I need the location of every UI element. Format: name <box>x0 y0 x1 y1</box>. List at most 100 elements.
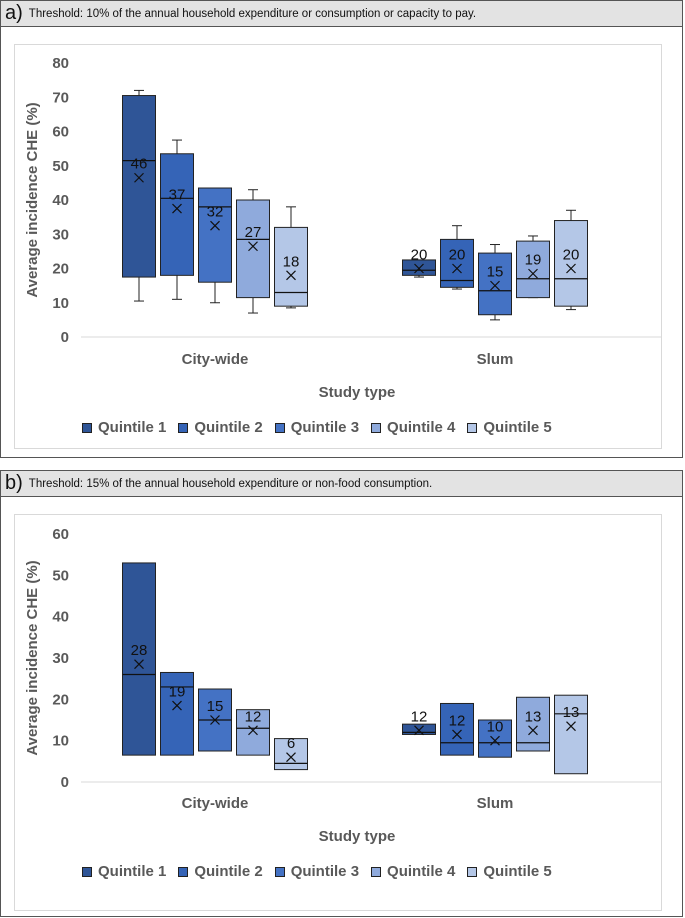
legend-label: Quintile 2 <box>194 419 263 436</box>
panel-a-data-label: 15 <box>487 264 504 281</box>
panel-a-mean-marker <box>210 220 220 231</box>
panel-b-box-quintile-4 <box>516 696 550 752</box>
panel-a-x-category-label: Slum <box>477 351 514 368</box>
panel-b: b) Threshold: 15% of the annual househol… <box>0 470 683 917</box>
panel-b-mean-marker <box>286 752 296 763</box>
panel-a-box-quintile-1 <box>122 95 156 278</box>
panel-b-data-label: 12 <box>449 712 466 729</box>
legend-label: Quintile 3 <box>290 419 360 436</box>
panel-a-header: a) Threshold: 10% of the annual househol… <box>1 1 682 27</box>
legend-item: Quintile 4 <box>371 419 455 436</box>
panel-b-x-category-label: Slum <box>477 795 514 812</box>
panel-a-mean-marker <box>452 263 462 274</box>
panel-b-box-quintile-1 <box>122 562 156 756</box>
panel-b-data-label: 12 <box>245 708 262 725</box>
panel-b-data-label: 13 <box>525 708 542 725</box>
panel-b-mean-marker <box>172 700 182 711</box>
legend-label: Quintile 3 <box>290 863 360 880</box>
panel-a-box-quintile-3 <box>478 252 512 316</box>
panel-a-box-quintile-4 <box>236 199 270 299</box>
panel-b-y-tick-label: 0 <box>61 774 69 791</box>
panel-b-data-label: 12 <box>411 708 428 725</box>
panel-a-x-axis-title: Study type <box>319 384 396 401</box>
legend-item: Quintile 1 <box>82 863 166 880</box>
legend-swatch <box>467 866 478 877</box>
panel-a-data-label: 18 <box>283 253 300 270</box>
panel-a-letter: a) <box>5 2 23 24</box>
legend-item: Quintile 5 <box>467 863 552 880</box>
panel-b-y-tick-label: 30 <box>52 650 69 667</box>
panel-a-data-label: 37 <box>169 187 186 204</box>
legend-label: Quintile 4 <box>387 419 456 436</box>
panel-a-title: Threshold: 10% of the annual household e… <box>28 7 477 20</box>
panel-b-box-quintile-2 <box>440 702 474 756</box>
panel-b-mean-marker <box>566 721 576 732</box>
panel-a-y-tick-label: 50 <box>52 158 69 175</box>
panel-a-data-label: 20 <box>449 247 466 264</box>
legend-label: Quintile 1 <box>98 419 167 436</box>
panel-a-data-label: 20 <box>411 247 428 264</box>
legend-swatch <box>178 866 189 877</box>
panel-b-y-tick-label: 60 <box>52 526 69 543</box>
panel-b-box-quintile-2 <box>160 671 194 756</box>
panel-b-box-quintile-5 <box>554 694 588 775</box>
legend-label: Quintile 4 <box>387 863 456 880</box>
panel-a-y-tick-label: 60 <box>52 124 69 141</box>
panel-b-title: Threshold: 15% of the annual household e… <box>28 477 433 490</box>
panel-b-y-axis-title: Average incidence CHE (%) <box>24 560 41 755</box>
legend-swatch <box>178 422 189 433</box>
panel-a-y-tick-label: 10 <box>52 295 69 312</box>
panel-b-mean-marker <box>490 735 500 746</box>
panel-b-mean-marker <box>248 725 258 736</box>
panel-b-mean-marker <box>134 659 144 670</box>
panel-b-box-quintile-3 <box>478 719 512 758</box>
panel-a-y-tick-label: 70 <box>52 89 69 106</box>
panel-b-y-tick-label: 40 <box>52 609 69 626</box>
panel-a-data-label: 20 <box>563 247 580 264</box>
panel-b-y-tick-label: 50 <box>52 567 69 584</box>
panel-a-y-tick-label: 30 <box>52 226 69 243</box>
panel-a-mean-marker <box>566 263 576 274</box>
panel-a-y-tick-label: 80 <box>52 55 69 72</box>
panel-a-chart: 0 10 20 30 40 50 60 70 80 Average incidence CHE (… <box>24 55 661 401</box>
panel-a-data-label: 27 <box>245 224 262 241</box>
panel-a-box-quintile-1 <box>402 259 436 276</box>
panel-b-data-label: 13 <box>563 704 580 721</box>
panel-b-mean-marker <box>210 715 220 725</box>
legend-item: Quintile 1 <box>82 419 166 436</box>
panel-a-data-label: 32 <box>207 204 224 221</box>
panel-a-mean-marker <box>248 241 258 252</box>
legend-label: Quintile 2 <box>194 863 263 880</box>
legend-swatch <box>82 866 92 877</box>
panel-a-y-tick-label: 20 <box>52 261 69 278</box>
panel-b-y-tick-label: 20 <box>52 691 69 708</box>
legend-item: Quintile 2 <box>178 863 263 880</box>
panel-b-data-label: 15 <box>207 698 224 715</box>
panel-b-header: b) Threshold: 15% of the annual househol… <box>1 471 682 497</box>
legend-item: Quintile 4 <box>371 863 455 880</box>
legend-swatch <box>274 866 285 877</box>
panel-a-box-quintile-2 <box>160 153 194 276</box>
panel-a: a) Threshold: 10% of the annual househol… <box>0 0 683 458</box>
legend-swatch <box>371 866 382 877</box>
legend-label: Quintile 5 <box>483 863 552 880</box>
panel-a-data-label: 19 <box>525 252 542 269</box>
panel-b-data-label: 19 <box>169 684 186 701</box>
panel-b-mean-marker <box>528 725 538 736</box>
panel-a-mean-marker <box>490 280 500 291</box>
legend-swatch <box>371 422 382 433</box>
panel-a-legend: Quintile 1 Quintile 2 Quintile 3 Quintile 4… <box>82 419 552 436</box>
panel-a-box-quintile-3 <box>198 187 232 283</box>
legend-label: Quintile 5 <box>483 419 552 436</box>
panel-b-data-label: 6 <box>287 735 295 752</box>
panel-b-x-axis-title: Study type <box>319 828 396 845</box>
panel-b-mean-marker <box>414 725 424 736</box>
legend-item: Quintile 2 <box>178 419 263 436</box>
panel-a-x-category-label: City-wide <box>182 351 249 368</box>
panel-b-box-quintile-5 <box>274 738 308 771</box>
panel-b-box-quintile-1 <box>402 723 436 735</box>
panel-b-data-label: 10 <box>487 719 504 736</box>
panel-a-mean-marker <box>286 270 296 281</box>
panel-b-letter: b) <box>5 472 23 494</box>
panel-a-y-tick-label: 40 <box>52 192 69 209</box>
